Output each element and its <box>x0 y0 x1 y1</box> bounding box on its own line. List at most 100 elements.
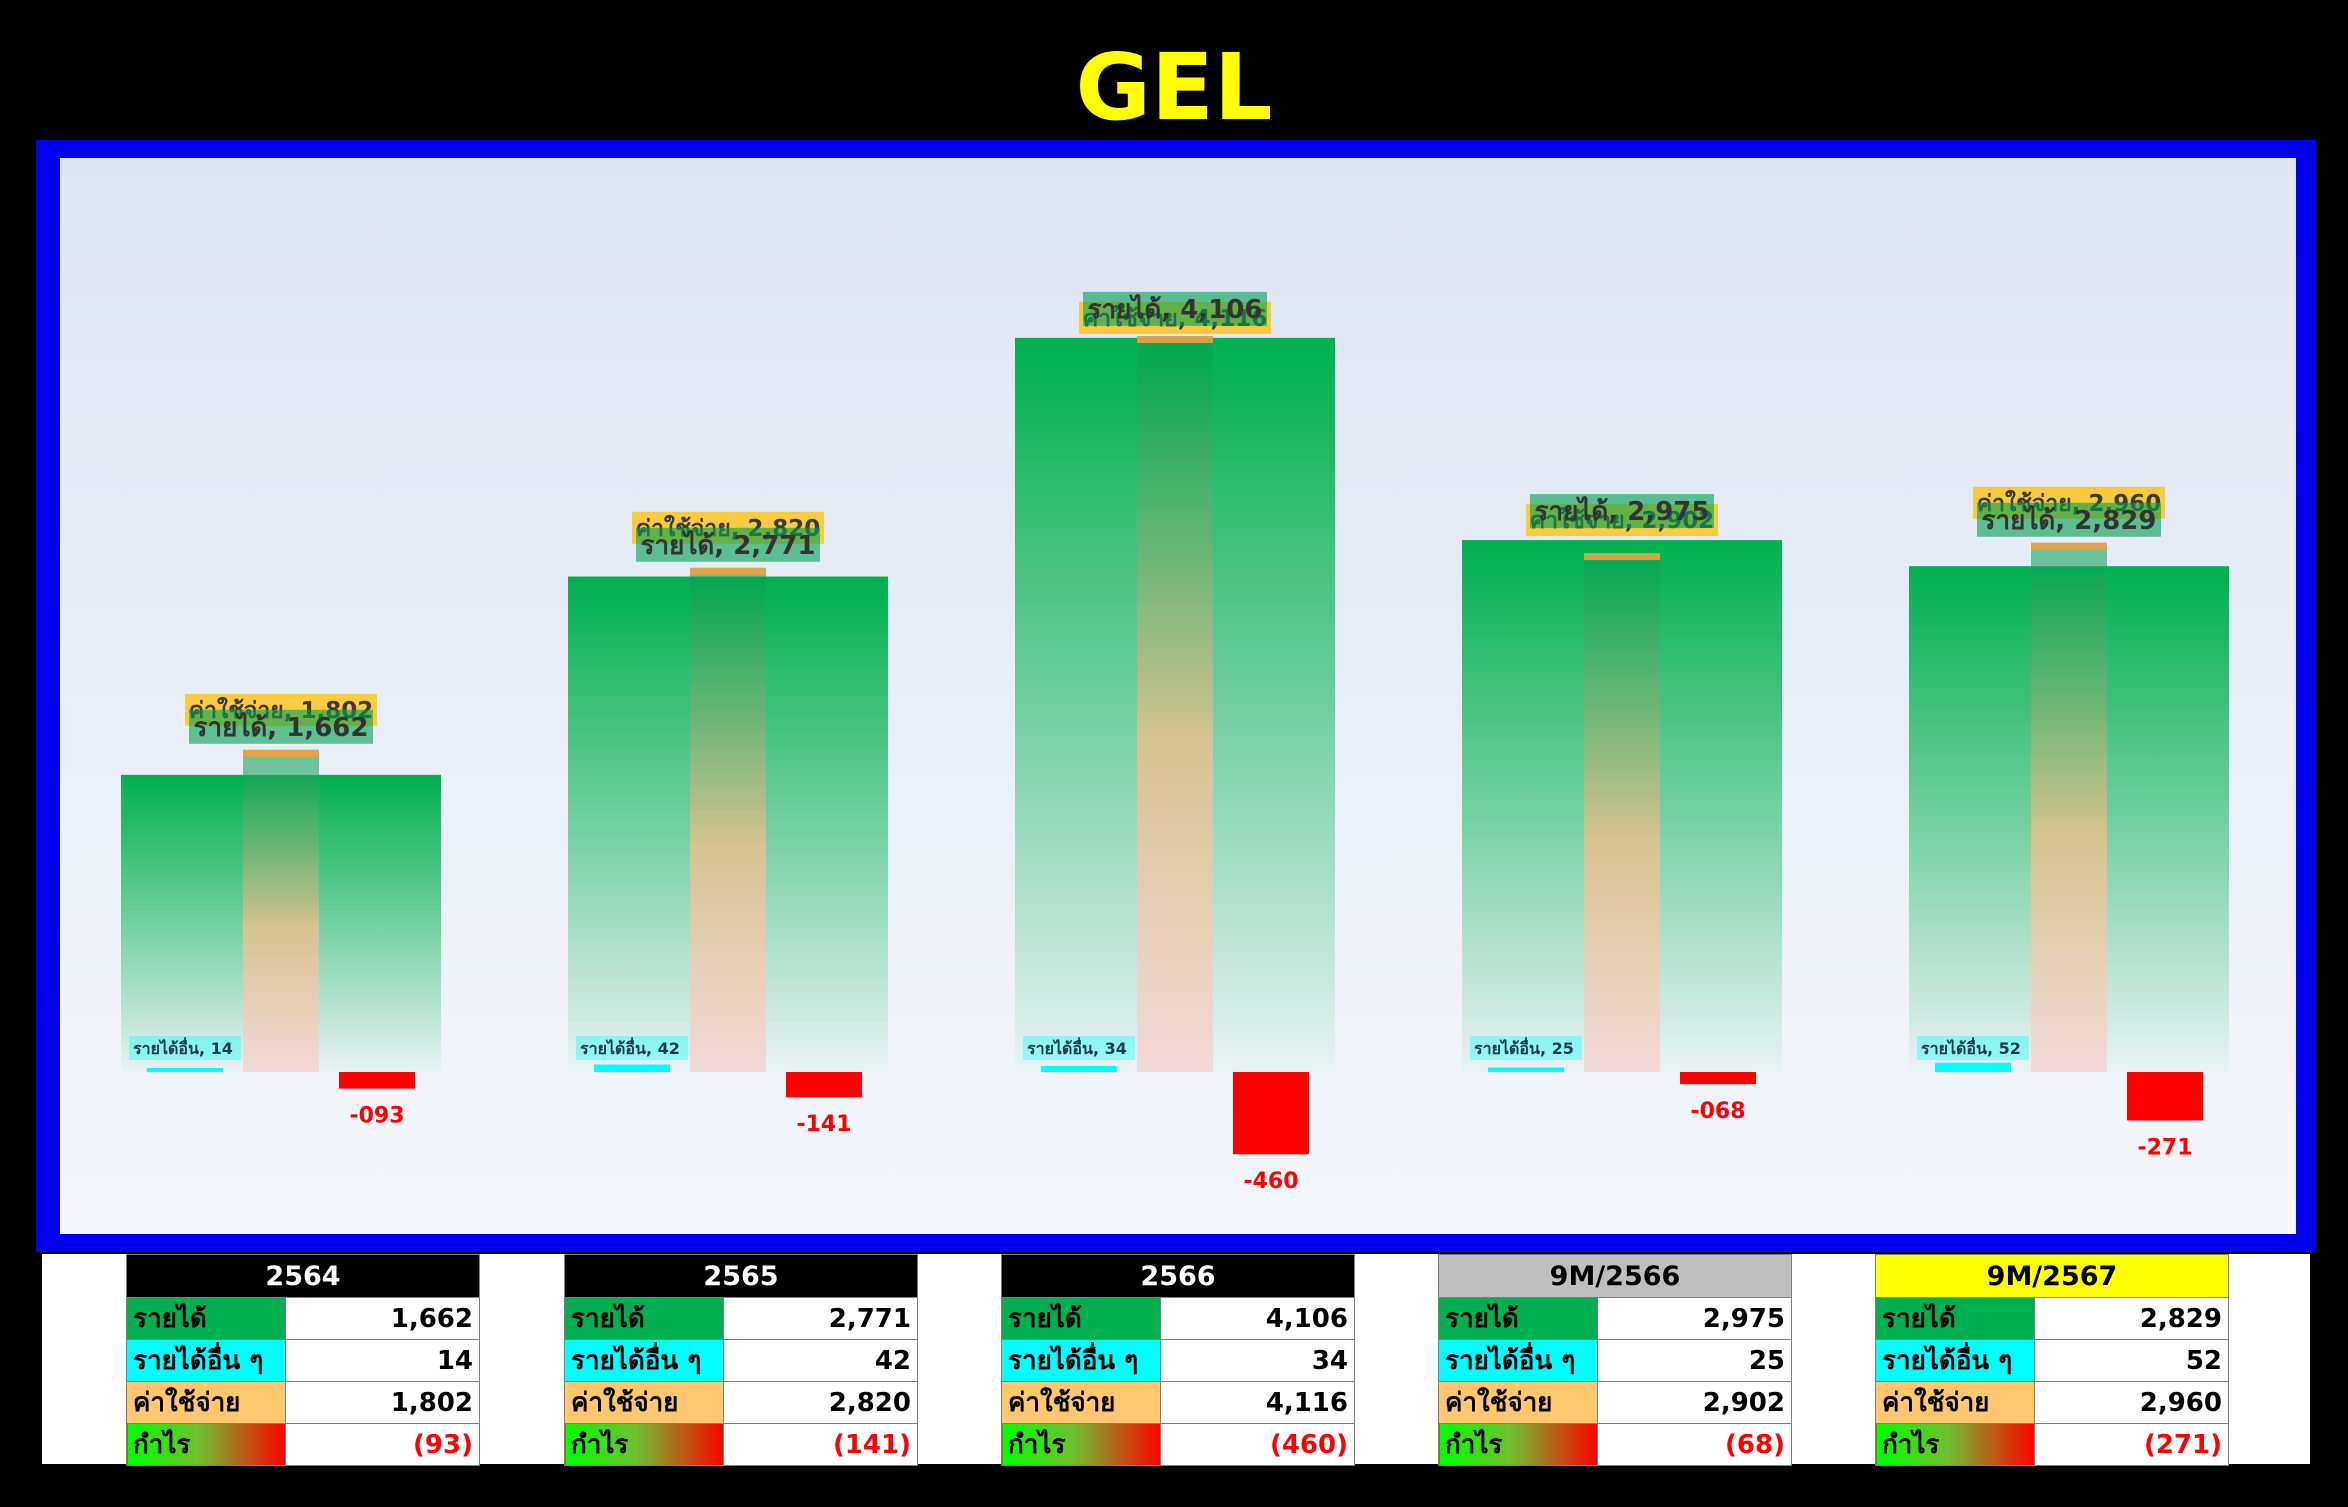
row-value: 2,960 <box>2034 1381 2229 1424</box>
summary-table-4: 9M/2566 รายได้ 2,975 รายได้อื่น ๆ 25 ค่าใช้จ่… <box>1438 1254 1792 1466</box>
row-value: (68) <box>1597 1423 1792 1466</box>
other-income-data-label: รายได้อื่น, 25 <box>1474 1037 1574 1058</box>
expense-bar-cap <box>1137 336 1213 344</box>
profit-data-label: -460 <box>1243 1169 1298 1194</box>
revenue-data-label: รายได้, 2,829 <box>1982 504 2157 536</box>
other-income-data-label: รายได้อื่น, 42 <box>580 1037 680 1058</box>
revenue-label-box <box>1083 291 1267 326</box>
other-income-data-label: รายได้อื่น, 14 <box>133 1037 233 1058</box>
summary-table-header: 2566 <box>1001 1254 1355 1298</box>
summary-table-header: 9M/2567 <box>1875 1254 2229 1298</box>
row-label: กำไร <box>1875 1423 2035 1466</box>
summary-table-row: กำไร (460) <box>1001 1423 1355 1466</box>
revenue-label-box <box>1977 502 2161 537</box>
summary-table-header: 9M/2566 <box>1438 1254 1792 1298</box>
summary-table-row: รายได้อื่น ๆ 52 <box>1875 1339 2229 1382</box>
expense-bar-cap <box>243 749 319 757</box>
summary-table-row: รายได้ 1,662 <box>126 1297 480 1340</box>
summary-table-row: รายได้ 2,771 <box>564 1297 918 1340</box>
row-value: 42 <box>723 1339 918 1382</box>
expense-bar-cap <box>2031 542 2107 550</box>
row-label: ค่าใช้จ่าย <box>1875 1381 2035 1424</box>
summary-table-1: 2564 รายได้ 1,662 รายได้อื่น ๆ 14 ค่าใช้จ่าย 1… <box>126 1254 480 1466</box>
expense-bar <box>1584 553 1660 1072</box>
other-income-label-box <box>1023 1036 1135 1060</box>
row-value: 2,820 <box>723 1381 918 1424</box>
revenue-data-label: รายได้, 2,771 <box>641 529 816 561</box>
other-income-bar <box>594 1064 670 1072</box>
row-label: รายได้อื่น ๆ <box>1875 1339 2035 1382</box>
summary-table-row: รายได้อื่น ๆ 25 <box>1438 1339 1792 1382</box>
revenue-data-label: รายได้, 4,106 <box>1088 293 1263 325</box>
row-label: ค่าใช้จ่าย <box>1001 1381 1161 1424</box>
other-income-bar <box>1935 1062 2011 1072</box>
row-value: 1,662 <box>285 1297 480 1340</box>
row-value: 34 <box>1160 1339 1355 1382</box>
summary-table-2: 2565 รายได้ 2,771 รายได้อื่น ๆ 42 ค่าใช้จ่าย 2… <box>564 1254 918 1466</box>
profit-data-label: -068 <box>1690 1099 1745 1124</box>
row-value: 2,975 <box>1597 1297 1792 1340</box>
revenue-data-label: รายได้, 2,975 <box>1535 495 1710 527</box>
profit-bar <box>339 1072 415 1089</box>
summary-table-5: 9M/2567 รายได้ 2,829 รายได้อื่น ๆ 52 ค่าใช้จ่… <box>1875 1254 2229 1466</box>
row-value: 14 <box>285 1339 480 1382</box>
row-label: ค่าใช้จ่าย <box>1438 1381 1598 1424</box>
row-label: รายได้ <box>564 1297 724 1340</box>
other-income-label-box <box>576 1036 688 1060</box>
row-value: 2,771 <box>723 1297 918 1340</box>
revenue-label-box <box>636 527 820 562</box>
profit-data-label: -093 <box>349 1104 404 1129</box>
other-income-bar <box>1041 1065 1117 1072</box>
row-label: กำไร <box>564 1423 724 1466</box>
summary-table-row: รายได้อื่น ๆ 42 <box>564 1339 918 1382</box>
row-value: 52 <box>2034 1339 2229 1382</box>
row-value: (271) <box>2034 1423 2229 1466</box>
profit-bar <box>786 1072 862 1098</box>
row-value: 2,829 <box>2034 1297 2229 1340</box>
row-label: กำไร <box>126 1423 286 1466</box>
summary-table-header: 2564 <box>126 1254 480 1298</box>
row-label: รายได้อื่น ๆ <box>1001 1339 1161 1382</box>
row-value: (460) <box>1160 1423 1355 1466</box>
summary-table-row: กำไร (93) <box>126 1423 480 1466</box>
summary-tables: 2564 รายได้ 1,662 รายได้อื่น ๆ 14 ค่าใช้จ่าย 1… <box>42 1254 2310 1466</box>
row-label: รายได้ <box>1438 1297 1598 1340</box>
chart-title: GEL <box>1075 34 1273 141</box>
row-label: รายได้อื่น ๆ <box>1438 1339 1598 1382</box>
expense-bar-cap <box>1584 553 1660 561</box>
revenue-label-box <box>1530 494 1714 529</box>
summary-table-row: รายได้ 2,975 <box>1438 1297 1792 1340</box>
expense-bar <box>1137 336 1213 1072</box>
row-label: รายได้ <box>1875 1297 2035 1340</box>
summary-table-row: กำไร (271) <box>1875 1423 2229 1466</box>
summary-table-row: ค่าใช้จ่าย 2,820 <box>564 1381 918 1424</box>
other-income-data-label: รายได้อื่น, 52 <box>1921 1037 2021 1058</box>
summary-table-row: ค่าใช้จ่าย 2,960 <box>1875 1381 2229 1424</box>
row-label: ค่าใช้จ่าย <box>126 1381 286 1424</box>
other-income-label-box <box>1470 1036 1582 1060</box>
row-label: กำไร <box>1001 1423 1161 1466</box>
summary-table-row: ค่าใช้จ่าย 1,802 <box>126 1381 480 1424</box>
other-income-bar <box>1488 1067 1564 1072</box>
summary-table-header: 2565 <box>564 1254 918 1298</box>
other-income-bar <box>147 1068 223 1072</box>
other-income-label-box <box>1917 1036 2029 1060</box>
profit-data-label: -141 <box>796 1112 851 1137</box>
other-income-data-label: รายได้อื่น, 34 <box>1027 1037 1127 1058</box>
profit-data-label: -271 <box>2137 1135 2192 1160</box>
other-income-label-box <box>129 1036 241 1060</box>
profit-bar <box>1680 1072 1756 1085</box>
row-value: (141) <box>723 1423 918 1466</box>
expense-bar-cap <box>690 567 766 575</box>
summary-table-row: รายได้ 2,829 <box>1875 1297 2229 1340</box>
profit-bar <box>1233 1072 1309 1155</box>
row-value: 25 <box>1597 1339 1792 1382</box>
row-value: 2,902 <box>1597 1381 1792 1424</box>
revenue-data-label: รายได้, 1,662 <box>194 711 369 743</box>
row-label: รายได้ <box>1001 1297 1161 1340</box>
row-label: ค่าใช้จ่าย <box>564 1381 724 1424</box>
expense-bar <box>690 567 766 1072</box>
revenue-label-box <box>189 709 373 744</box>
